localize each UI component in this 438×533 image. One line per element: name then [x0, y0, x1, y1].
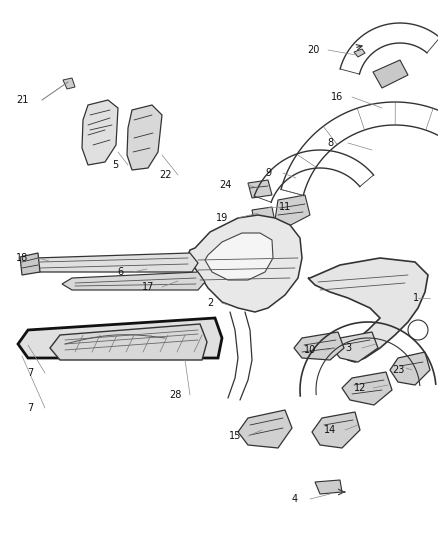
Text: 5: 5: [112, 160, 118, 170]
Polygon shape: [354, 49, 365, 57]
Text: 21: 21: [16, 95, 28, 105]
Polygon shape: [50, 324, 207, 360]
Polygon shape: [22, 253, 198, 272]
Text: 12: 12: [354, 383, 366, 393]
Text: 9: 9: [265, 168, 271, 178]
Text: 8: 8: [327, 138, 333, 148]
Polygon shape: [20, 253, 40, 275]
Text: 7: 7: [27, 368, 33, 378]
Polygon shape: [248, 180, 272, 198]
Text: 28: 28: [169, 390, 181, 400]
Polygon shape: [390, 352, 430, 385]
Text: 11: 11: [279, 202, 291, 212]
Polygon shape: [82, 100, 118, 165]
Polygon shape: [18, 318, 222, 358]
Polygon shape: [373, 60, 408, 88]
Text: 4: 4: [292, 494, 298, 504]
Text: 3: 3: [345, 343, 351, 353]
Text: 16: 16: [331, 92, 343, 102]
Text: 14: 14: [324, 425, 336, 435]
Text: 10: 10: [304, 345, 316, 355]
Text: 23: 23: [392, 365, 404, 375]
Text: 17: 17: [142, 282, 154, 292]
Polygon shape: [205, 233, 273, 280]
Polygon shape: [63, 78, 75, 89]
Polygon shape: [342, 372, 392, 405]
Text: 24: 24: [219, 180, 231, 190]
Text: 7: 7: [27, 403, 33, 413]
Text: 18: 18: [16, 253, 28, 263]
Polygon shape: [332, 332, 378, 362]
Text: 15: 15: [229, 431, 241, 441]
Text: 19: 19: [216, 213, 228, 223]
Text: 1: 1: [413, 293, 419, 303]
Polygon shape: [275, 195, 310, 228]
Text: 20: 20: [307, 45, 319, 55]
Text: 6: 6: [117, 267, 123, 277]
Polygon shape: [294, 332, 344, 360]
Polygon shape: [127, 105, 162, 170]
Polygon shape: [312, 412, 360, 448]
Polygon shape: [188, 215, 302, 312]
Polygon shape: [308, 258, 428, 362]
Text: 2: 2: [207, 298, 213, 308]
Polygon shape: [315, 480, 342, 494]
Polygon shape: [62, 272, 205, 290]
Polygon shape: [238, 410, 292, 448]
Text: 22: 22: [159, 170, 171, 180]
Polygon shape: [252, 207, 275, 225]
